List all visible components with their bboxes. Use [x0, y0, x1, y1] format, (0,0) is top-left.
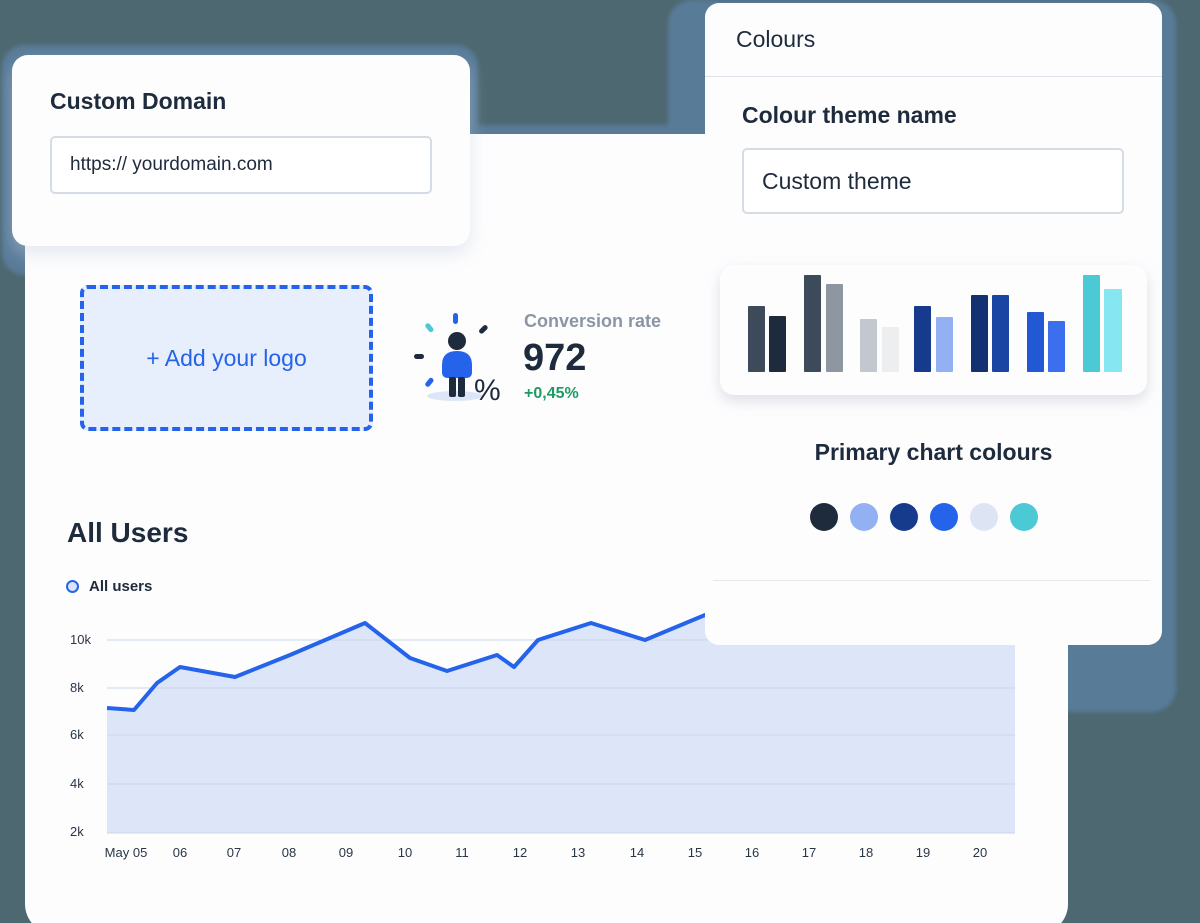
x-tick: 06	[172, 845, 188, 860]
legend-label: All users	[89, 578, 153, 595]
custom-domain-input[interactable]: https:// yourdomain.com	[50, 136, 432, 194]
x-tick: 13	[570, 845, 586, 860]
x-tick: 08	[281, 845, 297, 860]
chart-legend-item[interactable]: All users	[66, 578, 152, 595]
y-tick-10k: 10k	[70, 632, 91, 647]
x-tick: 20	[972, 845, 988, 860]
x-tick: 10	[397, 845, 413, 860]
y-tick-8k: 8k	[70, 680, 84, 695]
swatch-teal[interactable]	[1010, 503, 1038, 531]
custom-domain-title: Custom Domain	[50, 88, 227, 114]
preview-bar	[804, 275, 821, 372]
theme-name-value: Custom theme	[762, 167, 912, 194]
preview-bar	[860, 319, 877, 372]
theme-preview-chart	[720, 265, 1147, 395]
preview-bar	[748, 306, 765, 372]
preview-bar	[882, 327, 899, 372]
add-logo-label: + Add your logo	[146, 344, 307, 371]
swatch-blue[interactable]	[930, 503, 958, 531]
theme-name-input[interactable]: Custom theme	[742, 148, 1124, 214]
swatch-pale-blue[interactable]	[970, 503, 998, 531]
preview-bar	[769, 316, 786, 372]
x-tick: 19	[915, 845, 931, 860]
svg-text:%: %	[474, 374, 501, 405]
colours-panel-header: Colours	[705, 3, 1162, 77]
x-tick: 09	[338, 845, 354, 860]
kpi-label: Conversion rate	[524, 311, 662, 331]
colours-panel: Colours Colour theme name Custom theme P…	[705, 3, 1162, 645]
custom-domain-card: Custom Domain https:// yourdomain.com	[12, 55, 470, 246]
swatch-dark-navy[interactable]	[810, 503, 838, 531]
x-tick: 11	[455, 845, 469, 860]
y-tick-6k: 6k	[70, 727, 84, 742]
chart-title: All Users	[67, 517, 189, 548]
x-tick: 14	[629, 845, 645, 860]
panel-divider	[713, 580, 1150, 581]
preview-bar	[1048, 321, 1065, 372]
x-tick: 12	[512, 845, 528, 860]
preview-bar	[936, 317, 953, 372]
legend-dot-icon	[66, 580, 79, 593]
y-tick-4k: 4k	[70, 776, 84, 791]
preview-bar	[1083, 275, 1100, 372]
y-tick-2k: 2k	[70, 824, 84, 839]
person-percent-icon: %	[414, 313, 501, 405]
x-tick: 16	[744, 845, 760, 860]
x-tick: May 05	[104, 845, 148, 860]
preview-bar	[1104, 289, 1122, 372]
kpi-delta: +0,45%	[524, 385, 579, 402]
preview-bar	[826, 284, 843, 372]
theme-name-label: Colour theme name	[742, 102, 957, 128]
preview-bar	[914, 306, 931, 372]
x-tick: 15	[687, 845, 703, 860]
x-tick: 07	[226, 845, 242, 860]
preview-bar	[992, 295, 1009, 372]
add-logo-dropzone[interactable]: + Add your logo	[80, 285, 373, 431]
primary-colours-label: Primary chart colours	[814, 439, 1053, 465]
colours-panel-title: Colours	[736, 26, 816, 52]
custom-domain-value: https:// yourdomain.com	[70, 154, 273, 175]
preview-bar	[1027, 312, 1044, 372]
x-tick: 17	[801, 845, 817, 860]
swatch-navy[interactable]	[890, 503, 918, 531]
colour-swatches	[810, 503, 1038, 531]
swatch-light-blue[interactable]	[850, 503, 878, 531]
x-tick: 18	[858, 845, 874, 860]
preview-bar	[971, 295, 988, 372]
kpi-value: 972	[523, 337, 587, 379]
